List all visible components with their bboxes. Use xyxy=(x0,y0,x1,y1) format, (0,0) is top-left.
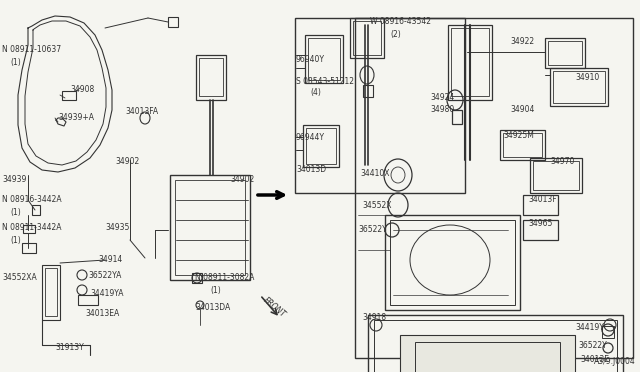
Text: 34410X: 34410X xyxy=(360,169,390,177)
Text: 34935: 34935 xyxy=(105,224,129,232)
Text: 34939+A: 34939+A xyxy=(58,113,94,122)
Bar xyxy=(503,133,542,157)
Text: S 08543-51212: S 08543-51212 xyxy=(296,77,354,87)
Text: W 08916-43542: W 08916-43542 xyxy=(370,17,431,26)
Bar xyxy=(451,28,489,96)
Bar xyxy=(523,195,558,215)
Bar xyxy=(62,91,76,100)
Bar xyxy=(415,342,560,372)
Text: 34013D: 34013D xyxy=(296,166,326,174)
Text: (1): (1) xyxy=(210,285,221,295)
Bar xyxy=(533,161,579,190)
Text: 34419Y: 34419Y xyxy=(575,324,604,333)
Bar xyxy=(170,175,250,280)
Text: 34965: 34965 xyxy=(528,219,552,228)
Text: 34980: 34980 xyxy=(430,106,454,115)
Bar xyxy=(385,215,520,310)
Bar xyxy=(550,68,608,106)
Text: 34013DA: 34013DA xyxy=(195,304,230,312)
Text: 34922: 34922 xyxy=(510,38,534,46)
Text: (4): (4) xyxy=(310,89,321,97)
Text: 34904: 34904 xyxy=(510,106,534,115)
Text: N 08911-10637: N 08911-10637 xyxy=(2,45,61,55)
Text: 96940Y: 96940Y xyxy=(296,55,325,64)
Text: N 08911-3082A: N 08911-3082A xyxy=(195,273,254,282)
Bar xyxy=(400,335,575,372)
Bar xyxy=(22,243,36,253)
Bar xyxy=(295,18,465,193)
Text: 34013F: 34013F xyxy=(528,196,557,205)
Text: N 08911-3442A: N 08911-3442A xyxy=(2,224,61,232)
Text: 34908: 34908 xyxy=(70,86,94,94)
Bar xyxy=(548,41,582,65)
Bar xyxy=(308,38,340,80)
Text: (1): (1) xyxy=(10,208,20,217)
Bar xyxy=(500,130,545,160)
Text: (1): (1) xyxy=(10,58,20,67)
Text: 34918: 34918 xyxy=(362,314,386,323)
Text: 34013E: 34013E xyxy=(580,356,609,365)
Bar xyxy=(545,38,585,68)
Text: 34939: 34939 xyxy=(2,176,26,185)
Text: 34419YA: 34419YA xyxy=(90,289,124,298)
Text: FRONT: FRONT xyxy=(262,296,288,320)
Text: A3/9.J0004: A3/9.J0004 xyxy=(595,357,636,366)
Bar xyxy=(355,18,633,358)
Bar xyxy=(303,125,339,167)
Text: 34910: 34910 xyxy=(575,74,599,83)
Bar xyxy=(368,315,623,372)
Bar xyxy=(553,71,605,103)
Bar xyxy=(305,35,343,83)
Text: 34013EA: 34013EA xyxy=(85,308,119,317)
Bar xyxy=(192,273,202,283)
Bar xyxy=(374,320,617,372)
Text: 34970: 34970 xyxy=(550,157,574,167)
Bar xyxy=(353,21,381,55)
Bar xyxy=(363,85,373,97)
Bar xyxy=(452,110,462,124)
Bar xyxy=(448,25,492,100)
Text: 36522YA: 36522YA xyxy=(88,272,122,280)
Text: 96944Y: 96944Y xyxy=(296,132,325,141)
Bar xyxy=(306,128,336,164)
Text: (1): (1) xyxy=(10,235,20,244)
Bar xyxy=(199,58,223,96)
Bar xyxy=(530,158,582,193)
Bar xyxy=(390,220,515,305)
Text: N 08916-3442A: N 08916-3442A xyxy=(2,196,61,205)
Text: 34902: 34902 xyxy=(230,176,254,185)
Bar xyxy=(45,268,57,316)
Bar xyxy=(602,326,614,338)
Text: 36522Y: 36522Y xyxy=(578,341,607,350)
Text: 34552XA: 34552XA xyxy=(2,273,36,282)
Text: (2): (2) xyxy=(390,29,401,38)
Text: 31913Y: 31913Y xyxy=(55,343,84,353)
Bar xyxy=(196,55,226,100)
Bar xyxy=(78,295,98,305)
Bar xyxy=(32,205,40,215)
Text: 34902: 34902 xyxy=(115,157,140,167)
Text: 34924: 34924 xyxy=(430,93,454,103)
Bar xyxy=(523,220,558,240)
Bar xyxy=(42,265,60,320)
Bar xyxy=(350,18,384,58)
Bar xyxy=(23,225,35,233)
Text: 34552X: 34552X xyxy=(362,201,392,209)
Text: 34013FA: 34013FA xyxy=(125,108,158,116)
Text: 34914: 34914 xyxy=(98,256,122,264)
Bar xyxy=(168,17,178,27)
Text: 34925M: 34925M xyxy=(503,131,534,141)
Text: 36522Y: 36522Y xyxy=(358,225,387,234)
Bar xyxy=(175,180,245,275)
